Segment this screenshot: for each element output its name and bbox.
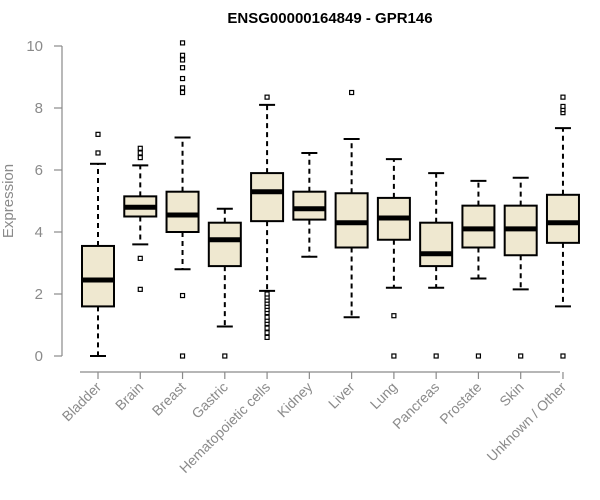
box-breast — [165, 40, 200, 359]
y-axis-label: Expression — [0, 164, 17, 238]
y-tick-label: 6 — [35, 162, 43, 179]
outlier-point — [391, 313, 397, 319]
outlier-point — [179, 353, 186, 359]
y-axis-ticks: 0 2 4 6 8 10 — [26, 38, 62, 365]
outlier-point — [433, 353, 439, 359]
x-tick-label: Brain — [112, 379, 146, 413]
x-tick-label: Bladder — [59, 379, 105, 425]
outlier-point — [391, 353, 397, 359]
iqr-box — [81, 244, 115, 308]
x-tick-label: Lung — [367, 379, 400, 412]
outlier-point — [264, 291, 270, 297]
outlier-point — [137, 145, 143, 151]
outlier-point — [179, 292, 186, 299]
box-bladder — [81, 131, 115, 357]
box-liver — [334, 89, 369, 319]
outlier-point — [137, 255, 143, 261]
iqr-box — [419, 221, 454, 268]
y-tick-label: 10 — [26, 38, 43, 55]
iqr-box — [165, 190, 200, 233]
outlier-point — [179, 85, 186, 91]
outlier-point — [95, 150, 101, 156]
iqr-box — [250, 172, 285, 223]
x-tick-label: Pancreas — [389, 379, 442, 432]
box-hematopoietic-cells — [250, 94, 285, 340]
y-tick-label: 0 — [35, 348, 43, 365]
box-unknown-other — [545, 94, 580, 359]
outlier-point — [95, 131, 101, 137]
outlier-point — [518, 353, 524, 359]
x-tick-label: Skin — [496, 379, 527, 410]
box-kidney — [292, 151, 327, 258]
outlier-point — [560, 353, 566, 359]
outlier-point — [264, 325, 270, 331]
outlier-point — [264, 94, 270, 100]
y-tick-label: 2 — [35, 286, 43, 303]
box-skin — [503, 176, 538, 359]
outlier-point — [137, 155, 143, 161]
outlier-point — [179, 75, 186, 82]
box-gastric — [207, 207, 242, 359]
iqr-box — [207, 221, 242, 268]
box-pancreas — [419, 172, 454, 359]
x-tick-label: Prostate — [436, 379, 484, 427]
box-brain — [123, 145, 158, 292]
outlier-point — [349, 89, 355, 96]
outlier-point — [264, 314, 270, 320]
x-tick-label: Liver — [325, 379, 358, 412]
iqr-box — [545, 193, 580, 244]
outlier-point — [179, 57, 186, 63]
iqr-box — [292, 190, 327, 221]
outlier-point — [264, 334, 270, 340]
outlier-point — [179, 52, 186, 58]
outlier-point — [179, 89, 186, 96]
y-tick-label: 4 — [35, 224, 43, 241]
outlier-point — [222, 353, 228, 359]
outlier-point — [137, 286, 143, 292]
y-tick-label: 8 — [35, 100, 43, 117]
outlier-point — [137, 150, 143, 156]
outlier-point — [264, 330, 270, 336]
x-tick-label: Unknown / Other — [483, 379, 569, 465]
boxes-layer — [81, 40, 580, 359]
outlier-point — [560, 103, 566, 110]
chart-title: ENSG00000164849 - GPR146 — [227, 10, 432, 27]
outlier-point — [179, 65, 186, 71]
outlier-point — [475, 353, 482, 359]
x-tick-label: Breast — [149, 379, 189, 419]
x-tick-label: Kidney — [274, 379, 316, 421]
outlier-point — [560, 94, 566, 100]
box-lung — [376, 158, 411, 359]
outlier-point — [179, 40, 186, 46]
box-prostate — [461, 179, 496, 359]
